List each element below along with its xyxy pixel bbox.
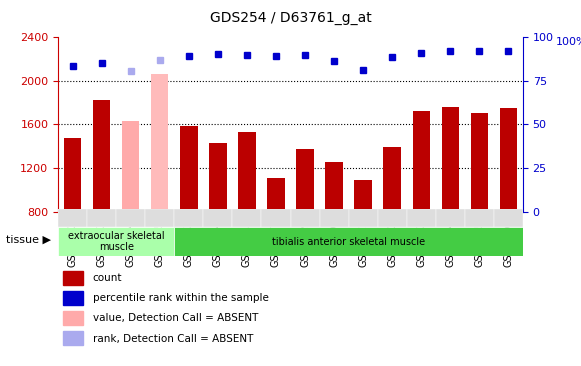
Text: tissue ▶: tissue ▶	[6, 235, 51, 245]
Bar	[436, 209, 465, 227]
Text: value, Detection Call = ABSENT: value, Detection Call = ABSENT	[93, 313, 258, 324]
Bar	[63, 311, 83, 325]
Bar	[116, 209, 145, 227]
Bar	[180, 126, 198, 212]
Bar	[378, 209, 407, 227]
Bar	[465, 209, 494, 227]
Bar	[203, 209, 232, 227]
FancyBboxPatch shape	[58, 227, 174, 256]
Text: GDS254 / D63761_g_at: GDS254 / D63761_g_at	[210, 11, 371, 25]
Text: 100%: 100%	[555, 37, 581, 46]
Bar	[145, 209, 174, 227]
Bar	[151, 74, 168, 212]
Bar	[320, 209, 349, 227]
Bar	[122, 121, 139, 212]
Bar	[238, 132, 256, 212]
FancyBboxPatch shape	[174, 227, 523, 256]
Bar	[407, 209, 436, 227]
Bar	[87, 209, 116, 227]
Bar	[174, 209, 203, 227]
Bar	[471, 113, 488, 212]
Text: rank, Detection Call = ABSENT: rank, Detection Call = ABSENT	[93, 333, 253, 344]
Bar	[442, 107, 459, 212]
Bar	[494, 209, 523, 227]
Bar	[383, 147, 401, 212]
Bar	[354, 180, 372, 212]
Bar	[63, 271, 83, 285]
Bar	[209, 143, 227, 212]
Bar	[93, 100, 110, 212]
Bar	[232, 209, 261, 227]
Text: extraocular skeletal
muscle: extraocular skeletal muscle	[68, 231, 164, 253]
Bar	[296, 149, 314, 212]
Bar	[261, 209, 290, 227]
Bar	[267, 178, 285, 212]
Text: percentile rank within the sample: percentile rank within the sample	[93, 293, 268, 303]
Bar	[290, 209, 320, 227]
Bar	[413, 111, 430, 212]
Bar	[349, 209, 378, 227]
Text: count: count	[93, 273, 122, 283]
Bar	[63, 291, 83, 305]
Bar	[64, 138, 81, 212]
Bar	[500, 108, 517, 212]
Bar	[325, 162, 343, 212]
Text: tibialis anterior skeletal muscle: tibialis anterior skeletal muscle	[272, 236, 425, 247]
Bar	[63, 331, 83, 345]
Bar	[58, 209, 87, 227]
